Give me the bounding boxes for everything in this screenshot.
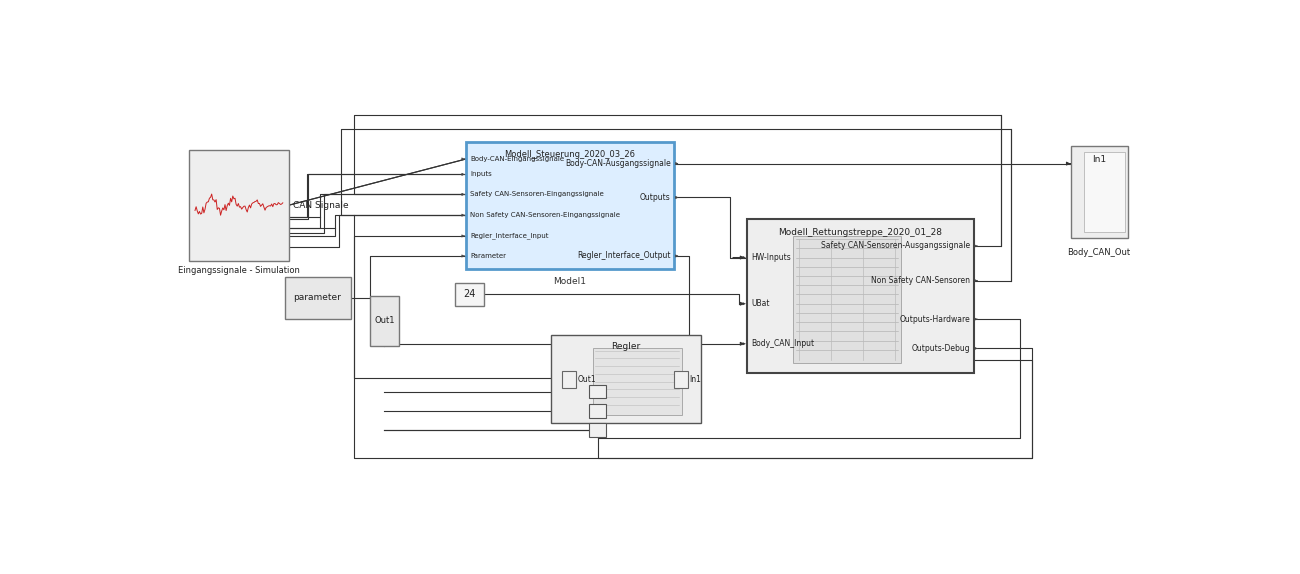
Text: Modell_Steuerung_2020_03_26: Modell_Steuerung_2020_03_26 [504, 150, 636, 159]
Text: Out1: Out1 [577, 375, 597, 383]
Text: Outputs: Outputs [640, 193, 671, 202]
Text: Regler_Interface_Input: Regler_Interface_Input [469, 232, 549, 239]
Text: Non Safety CAN-Sensoren: Non Safety CAN-Sensoren [871, 276, 970, 285]
Bar [455, 283, 484, 306]
Text: Non Safety CAN-Sensoren-Eingangssignale: Non Safety CAN-Sensoren-Eingangssignale [469, 212, 620, 218]
Text: Regler: Regler [611, 342, 640, 351]
Text: Eingangssignale - Simulation: Eingangssignale - Simulation [178, 266, 300, 275]
Bar [673, 371, 688, 387]
Text: In1: In1 [1092, 155, 1106, 164]
Bar [188, 150, 289, 261]
Bar [285, 277, 351, 319]
Text: In1: In1 [689, 375, 701, 383]
Text: Outputs-Debug: Outputs-Debug [911, 344, 970, 353]
Bar [465, 142, 673, 269]
Bar [589, 404, 606, 418]
Text: Body_CAN_Input: Body_CAN_Input [751, 339, 815, 348]
Text: UBat: UBat [751, 299, 770, 308]
Bar [589, 423, 606, 437]
Bar [1084, 152, 1126, 232]
Text: 24: 24 [463, 289, 476, 300]
Text: Safety CAN-Sensoren-Ausgangssignale: Safety CAN-Sensoren-Ausgangssignale [822, 242, 970, 250]
Text: HW-Inputs: HW-Inputs [751, 253, 792, 262]
Text: Body-CAN-Ausgangssignale: Body-CAN-Ausgangssignale [566, 159, 671, 168]
Text: Parameter: Parameter [469, 253, 506, 259]
Bar [793, 236, 901, 363]
Bar [1070, 146, 1128, 238]
Text: Safety CAN-Sensoren-Eingangssignale: Safety CAN-Sensoren-Eingangssignale [469, 191, 603, 197]
Text: CAN Signale: CAN Signale [292, 201, 348, 210]
Text: Model1: Model1 [554, 277, 586, 286]
Bar [747, 219, 974, 373]
Text: parameter: parameter [294, 293, 342, 302]
Bar [551, 335, 701, 423]
Text: Out1: Out1 [374, 316, 395, 325]
Bar [593, 348, 681, 416]
Text: Modell_Rettungstreppe_2020_01_28: Modell_Rettungstreppe_2020_01_28 [779, 228, 942, 237]
Text: Outputs-Hardware: Outputs-Hardware [900, 315, 970, 324]
Text: Body-CAN-Eingangssignale: Body-CAN-Eingangssignale [469, 156, 564, 162]
Text: Regler_Interface_Output: Regler_Interface_Output [577, 251, 671, 261]
Text: Inputs: Inputs [469, 172, 491, 177]
Text: Body_CAN_Out: Body_CAN_Out [1067, 247, 1131, 257]
Bar [563, 371, 576, 387]
Bar [369, 296, 399, 346]
Bar [589, 385, 606, 398]
